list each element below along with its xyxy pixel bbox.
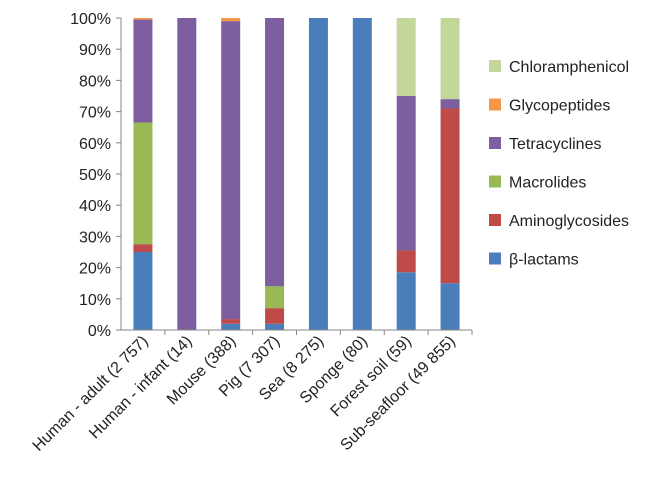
bar-segment--lactams — [133, 252, 153, 330]
y-tick-label: 90% — [79, 42, 111, 59]
legend-swatch — [489, 137, 501, 149]
legend-label: Aminoglycosides — [509, 213, 629, 230]
bar-stack — [265, 18, 285, 330]
legend-swatch — [489, 252, 501, 265]
bar-segment-tetracyclines — [440, 99, 460, 109]
legend-item: β-lactams — [489, 252, 579, 269]
bar-segment-tetracyclines — [177, 18, 197, 330]
bar-segment--lactams — [308, 18, 328, 330]
legend-swatch — [489, 60, 501, 72]
y-tick-label: 70% — [79, 105, 111, 122]
legend-label: β-lactams — [509, 252, 579, 269]
bar-segment--lactams — [265, 323, 285, 330]
legend-label: Glycopeptides — [509, 98, 610, 115]
legend: Chloramphenicol Glycopeptides Tetracycline… — [489, 59, 629, 269]
legend-label: Tetracyclines — [509, 136, 601, 153]
legend-item: Macrolides — [489, 175, 586, 192]
legend-label: Chloramphenicol — [509, 59, 629, 76]
bar-segment-macrolides — [133, 122, 153, 245]
y-tick-label: 50% — [79, 167, 111, 184]
bar-segment-aminoglycosides — [133, 244, 153, 252]
y-axis: 0% 10% 20% 30% 40% 50% 60% 70% 80% 90% 100% — [70, 11, 122, 340]
legend-swatch — [489, 214, 501, 226]
bar-segment-tetracyclines — [396, 96, 416, 251]
legend-label: Macrolides — [509, 175, 586, 192]
bar-segment--lactams — [221, 323, 241, 330]
bar-stack — [177, 18, 197, 330]
bar-segment-aminoglycosides — [221, 319, 241, 324]
bars — [133, 18, 460, 330]
bar-stack — [308, 18, 328, 330]
bar-stack — [133, 18, 153, 330]
bar-segment--lactams — [352, 18, 372, 330]
bar-segment-aminoglycosides — [396, 250, 416, 273]
bar-segment-chloramphenicol — [396, 18, 416, 96]
y-tick-label: 100% — [70, 11, 111, 28]
legend-swatch — [489, 175, 501, 188]
legend-swatch — [489, 98, 501, 111]
bar-stack — [440, 18, 460, 330]
y-tick-label: 30% — [79, 229, 111, 246]
y-tick-label: 60% — [79, 136, 111, 153]
legend-item: Glycopeptides — [489, 98, 610, 115]
x-axis: Human - adult (2 757)Human - infant (14)… — [30, 329, 473, 455]
bar-segment-tetracyclines — [221, 21, 241, 320]
bar-stack — [396, 18, 416, 330]
y-tick-label: 40% — [79, 198, 111, 215]
bar-segment-macrolides — [265, 286, 285, 309]
y-tick-label: 0% — [88, 323, 111, 340]
bar-segment-glycopeptides — [133, 18, 153, 20]
bar-segment--lactams — [396, 272, 416, 330]
bar-segment-chloramphenicol — [440, 18, 460, 100]
bar-segment-tetracyclines — [133, 19, 153, 123]
bar-segment-aminoglycosides — [265, 308, 285, 324]
bar-segment-glycopeptides — [221, 18, 241, 22]
y-tick-label: 80% — [79, 73, 111, 90]
y-tick-label: 10% — [79, 292, 111, 309]
legend-item: Aminoglycosides — [489, 213, 629, 230]
y-tick-label: 20% — [79, 261, 111, 278]
legend-item: Tetracyclines — [489, 136, 601, 153]
bar-segment-aminoglycosides — [440, 108, 460, 284]
bar-segment-tetracyclines — [265, 18, 285, 287]
legend-item: Chloramphenicol — [489, 59, 629, 76]
bar-stack — [221, 18, 241, 330]
bar-segment--lactams — [440, 283, 460, 330]
bar-stack — [352, 18, 372, 330]
